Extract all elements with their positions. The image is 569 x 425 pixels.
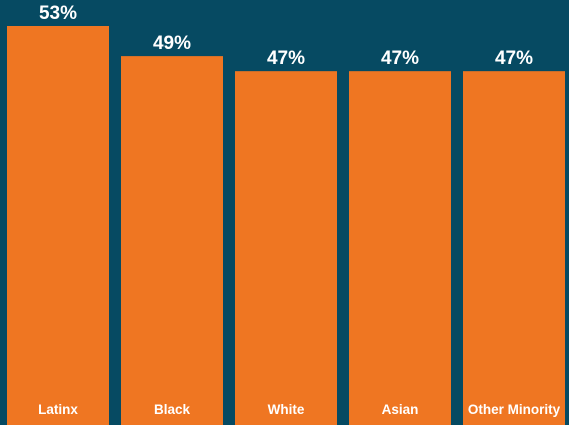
value-label: 49% <box>153 33 191 54</box>
category-label: Black <box>154 402 191 417</box>
category-label: Asian <box>382 402 419 417</box>
value-label: 47% <box>267 48 305 69</box>
bar-black <box>121 56 223 425</box>
bar-other-minority <box>463 71 565 425</box>
category-label: Other Minority <box>468 402 561 417</box>
bars-layer <box>7 26 565 425</box>
category-label: Latinx <box>38 402 78 417</box>
value-label: 47% <box>495 48 533 69</box>
category-label: White <box>268 402 305 417</box>
bar-asian <box>349 71 451 425</box>
value-label: 53% <box>39 3 77 24</box>
value-label: 47% <box>381 48 419 69</box>
bar-latinx <box>7 26 109 425</box>
labels-layer: 53% Latinx 49% Black 47% White 47% Asian 47% Othe… <box>38 3 560 417</box>
bar-white <box>235 71 337 425</box>
